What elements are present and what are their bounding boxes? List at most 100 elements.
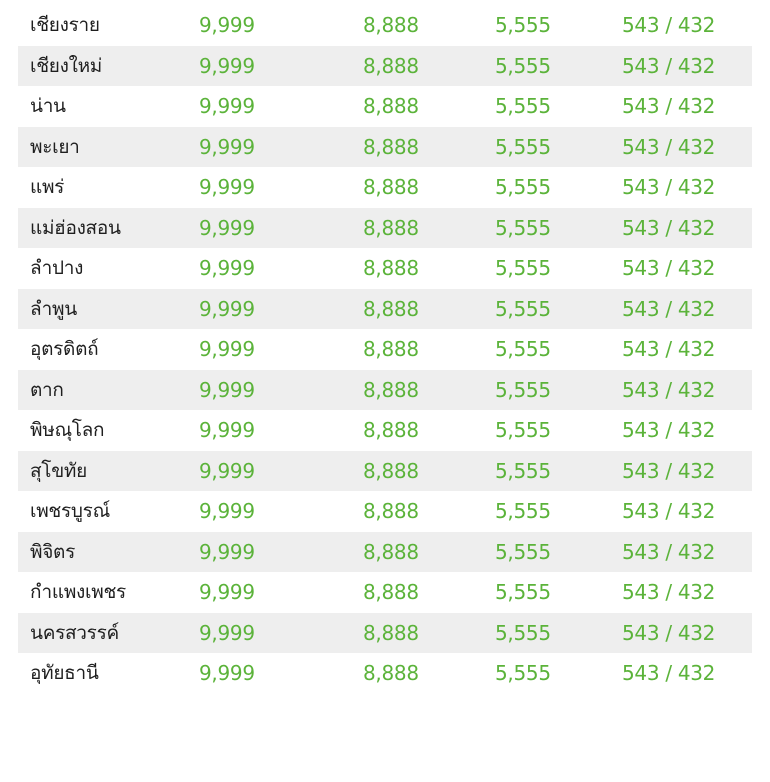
value-col-3: 5,555 — [495, 458, 551, 483]
value-col-2: 8,888 — [363, 337, 419, 361]
value-col-1: 9,999 — [199, 418, 255, 442]
value-col-1: 9,999 — [199, 377, 255, 402]
value-col-2: 8,888 — [363, 53, 419, 78]
value-col-1: 9,999 — [199, 215, 255, 240]
value-col-3: 5,555 — [495, 175, 551, 199]
value-col-2: 8,888 — [363, 13, 419, 37]
table-row: น่าน 9,999 8,888 5,555 543 / 432 — [18, 86, 752, 127]
table-row: แม่ฮ่องสอน 9,999 8,888 5,555 543 / 432 — [18, 207, 752, 248]
value-col-4: 543 / 432 — [622, 580, 716, 604]
value-col-1: 9,999 — [199, 337, 255, 361]
value-col-4: 543 / 432 — [622, 539, 716, 564]
value-col-2: 8,888 — [363, 296, 419, 321]
value-col-4: 543 / 432 — [622, 377, 716, 402]
table-row: อุทัยธานี 9,999 8,888 5,555 543 / 432 — [18, 653, 752, 694]
province-name: อุทัยธานี — [30, 662, 99, 684]
province-name: ลำพูน — [30, 297, 77, 320]
table-row: อุตรดิตถ์ 9,999 8,888 5,555 543 / 432 — [18, 329, 752, 370]
value-col-4: 543 / 432 — [622, 53, 716, 78]
province-name: เชียงราย — [30, 14, 100, 36]
province-name: แม่ฮ่องสอน — [30, 216, 121, 239]
value-col-3: 5,555 — [495, 94, 551, 118]
value-col-2: 8,888 — [363, 256, 419, 280]
value-col-3: 5,555 — [495, 256, 551, 280]
value-col-1: 9,999 — [199, 661, 255, 685]
value-col-4: 543 / 432 — [622, 296, 716, 321]
value-col-4: 543 / 432 — [622, 256, 716, 280]
value-col-4: 543 / 432 — [622, 458, 716, 483]
province-name: พิจิตร — [30, 540, 76, 563]
value-col-2: 8,888 — [363, 175, 419, 199]
table-row: นครสวรรค์ 9,999 8,888 5,555 543 / 432 — [18, 612, 752, 653]
province-name: แพร่ — [30, 176, 65, 198]
value-col-1: 9,999 — [199, 620, 255, 645]
table-row: เพชรบูรณ์ 9,999 8,888 5,555 543 / 432 — [18, 491, 752, 532]
province-name: พิษณุโลก — [30, 419, 105, 441]
province-name: ตาก — [30, 378, 64, 401]
value-col-2: 8,888 — [363, 661, 419, 685]
value-col-4: 543 / 432 — [622, 620, 716, 645]
value-col-3: 5,555 — [495, 661, 551, 685]
value-col-3: 5,555 — [495, 13, 551, 37]
table-row: พิษณุโลก 9,999 8,888 5,555 543 / 432 — [18, 410, 752, 451]
value-col-2: 8,888 — [363, 620, 419, 645]
value-col-4: 543 / 432 — [622, 13, 716, 37]
value-col-2: 8,888 — [363, 499, 419, 523]
table-row: ลำปาง 9,999 8,888 5,555 543 / 432 — [18, 248, 752, 289]
province-name: เพชรบูรณ์ — [30, 500, 110, 522]
value-col-1: 9,999 — [199, 53, 255, 78]
table-row: ตาก 9,999 8,888 5,555 543 / 432 — [18, 369, 752, 410]
province-table: เชียงราย 9,999 8,888 5,555 543 / 432 เชี… — [18, 5, 752, 694]
value-col-4: 543 / 432 — [622, 215, 716, 240]
value-col-4: 543 / 432 — [622, 499, 716, 523]
value-col-1: 9,999 — [199, 296, 255, 321]
province-name: สุโขทัย — [30, 459, 87, 482]
value-col-3: 5,555 — [495, 377, 551, 402]
value-col-1: 9,999 — [199, 175, 255, 199]
value-col-2: 8,888 — [363, 418, 419, 442]
value-col-2: 8,888 — [363, 215, 419, 240]
value-col-2: 8,888 — [363, 539, 419, 564]
province-name: ลำปาง — [30, 257, 84, 279]
value-col-1: 9,999 — [199, 134, 255, 159]
value-col-3: 5,555 — [495, 134, 551, 159]
value-col-3: 5,555 — [495, 418, 551, 442]
table-row: เชียงใหม่ 9,999 8,888 5,555 543 / 432 — [18, 45, 752, 86]
value-col-1: 9,999 — [199, 580, 255, 604]
value-col-3: 5,555 — [495, 215, 551, 240]
province-name: นครสวรรค์ — [30, 621, 119, 644]
value-col-4: 543 / 432 — [622, 661, 716, 685]
value-col-1: 9,999 — [199, 94, 255, 118]
table-row: เชียงราย 9,999 8,888 5,555 543 / 432 — [18, 5, 752, 46]
value-col-3: 5,555 — [495, 499, 551, 523]
value-col-4: 543 / 432 — [622, 94, 716, 118]
table-row: ลำพูน 9,999 8,888 5,555 543 / 432 — [18, 288, 752, 329]
table-row: พิจิตร 9,999 8,888 5,555 543 / 432 — [18, 531, 752, 572]
value-col-1: 9,999 — [199, 539, 255, 564]
table-row: สุโขทัย 9,999 8,888 5,555 543 / 432 — [18, 450, 752, 491]
value-col-3: 5,555 — [495, 337, 551, 361]
table-row: กำแพงเพชร 9,999 8,888 5,555 543 / 432 — [18, 572, 752, 613]
province-name: เชียงใหม่ — [30, 54, 103, 77]
province-name: น่าน — [30, 95, 66, 117]
value-col-3: 5,555 — [495, 53, 551, 78]
value-col-4: 543 / 432 — [622, 418, 716, 442]
value-col-3: 5,555 — [495, 580, 551, 604]
province-name: กำแพงเพชร — [30, 581, 126, 603]
value-col-2: 8,888 — [363, 94, 419, 118]
value-col-3: 5,555 — [495, 620, 551, 645]
value-col-1: 9,999 — [199, 13, 255, 37]
table-row: พะเยา 9,999 8,888 5,555 543 / 432 — [18, 126, 752, 167]
value-col-1: 9,999 — [199, 458, 255, 483]
value-col-3: 5,555 — [495, 296, 551, 321]
value-col-2: 8,888 — [363, 580, 419, 604]
value-col-2: 8,888 — [363, 377, 419, 402]
value-col-3: 5,555 — [495, 539, 551, 564]
province-name: อุตรดิตถ์ — [30, 338, 99, 360]
value-col-4: 543 / 432 — [622, 337, 716, 361]
value-col-4: 543 / 432 — [622, 134, 716, 159]
table-row: แพร่ 9,999 8,888 5,555 543 / 432 — [18, 167, 752, 208]
value-col-1: 9,999 — [199, 256, 255, 280]
value-col-1: 9,999 — [199, 499, 255, 523]
value-col-4: 543 / 432 — [622, 175, 716, 199]
